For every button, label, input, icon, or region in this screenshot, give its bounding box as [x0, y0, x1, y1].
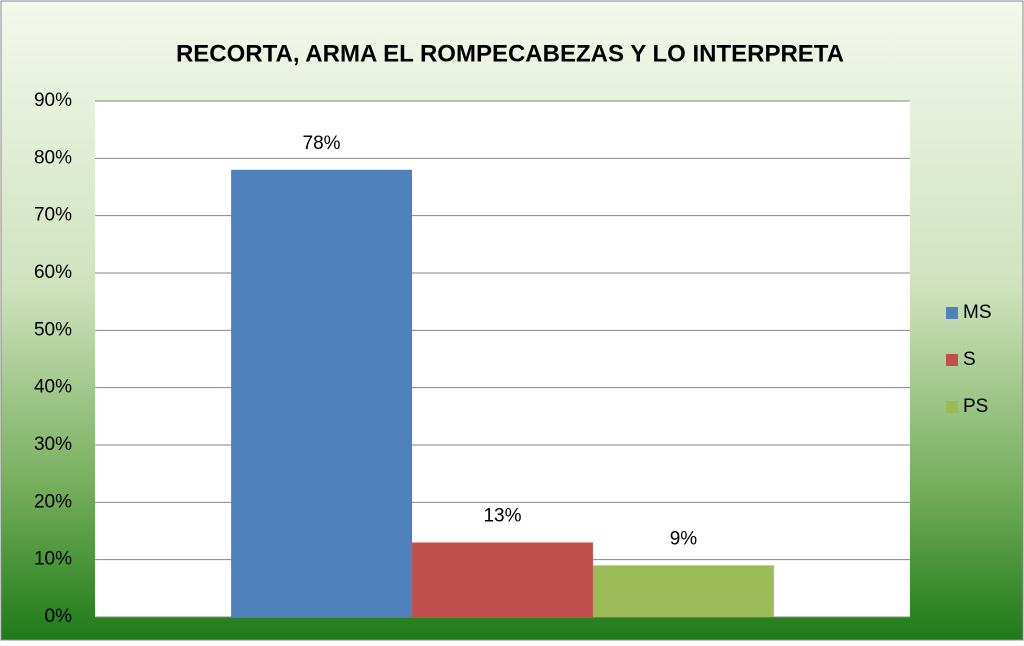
- y-tick-label: 50%: [34, 319, 72, 340]
- value-label: 9%: [670, 528, 698, 549]
- value-label: 78%: [303, 133, 341, 154]
- legend-swatch: [946, 307, 958, 319]
- y-tick-label: 90%: [34, 90, 72, 111]
- legend-label: MS: [963, 302, 992, 323]
- chart-title: RECORTA, ARMA EL ROMPECABEZAS Y LO INTER…: [176, 40, 844, 67]
- y-tick-label: 60%: [34, 262, 72, 283]
- y-tick-label: 30%: [34, 434, 72, 455]
- y-tick-label: 70%: [34, 205, 72, 226]
- y-tick-label: 80%: [34, 147, 72, 168]
- bar: [412, 542, 593, 617]
- y-tick-label: 10%: [34, 549, 72, 570]
- y-tick-label: 0%: [45, 606, 73, 627]
- plot-area: [95, 101, 910, 617]
- value-label: 13%: [483, 505, 521, 526]
- legend-swatch: [946, 401, 958, 413]
- bar: [592, 565, 774, 617]
- y-tick-label: 20%: [34, 491, 72, 512]
- legend-label: PS: [963, 396, 988, 417]
- y-tick-label: 40%: [34, 377, 72, 398]
- bar: [231, 169, 413, 618]
- legend-label: S: [963, 349, 976, 370]
- legend-swatch: [946, 354, 958, 366]
